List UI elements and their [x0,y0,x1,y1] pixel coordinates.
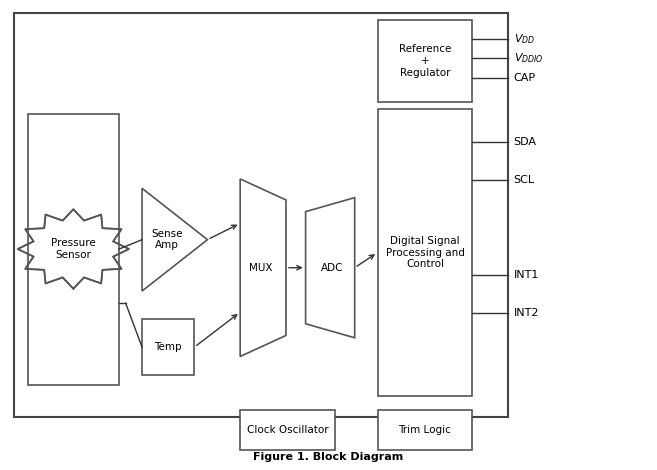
Polygon shape [142,188,208,291]
Bar [378,109,472,396]
Text: SDA: SDA [514,137,537,147]
Text: Temp: Temp [154,342,182,352]
Text: SCL: SCL [514,175,535,185]
Polygon shape [306,197,355,338]
Bar [378,20,472,102]
Text: Digital Signal
Processing and
Control: Digital Signal Processing and Control [386,236,464,269]
Text: INT2: INT2 [514,308,539,318]
Text: $V_{DDIO}$: $V_{DDIO}$ [514,52,543,65]
Text: Trim Logic: Trim Logic [399,425,451,435]
Text: Figure 1. Block Diagram: Figure 1. Block Diagram [254,452,403,462]
Bar [28,114,119,384]
Bar [142,319,194,375]
Text: ADC: ADC [321,263,344,273]
Text: Clock Oscillator: Clock Oscillator [247,425,328,435]
Bar [240,410,335,450]
Bar [378,410,472,450]
Text: MUX: MUX [249,263,273,273]
Text: Pressure
Sensor: Pressure Sensor [51,238,96,260]
Text: Reference
+
Regulator: Reference + Regulator [399,44,451,78]
Polygon shape [18,209,129,289]
Text: $V_{DD}$: $V_{DD}$ [514,32,535,46]
Text: CAP: CAP [514,73,535,83]
Text: INT1: INT1 [514,270,539,280]
Polygon shape [240,179,286,356]
Bar [14,13,509,417]
Text: Sense
Amp: Sense Amp [151,229,183,251]
